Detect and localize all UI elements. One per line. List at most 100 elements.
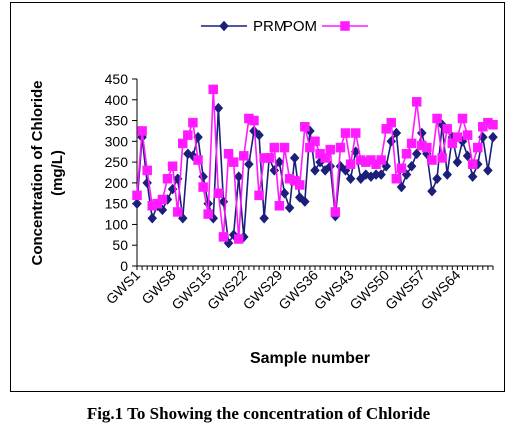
y-tick-label: 400 bbox=[105, 92, 129, 108]
data-point-pom bbox=[391, 173, 402, 184]
data-point-pom bbox=[167, 161, 178, 172]
data-point-pom bbox=[345, 159, 356, 169]
data-point-prm bbox=[147, 212, 158, 224]
data-point-pom bbox=[396, 163, 407, 174]
data-point-prm bbox=[391, 127, 402, 139]
data-point-pom bbox=[437, 153, 447, 163]
y-tick-label: 350 bbox=[105, 113, 129, 129]
x-tick-label: GWS64 bbox=[418, 267, 464, 313]
data-point-pom bbox=[183, 130, 193, 140]
data-point-pom bbox=[401, 149, 412, 159]
data-point-pom bbox=[386, 117, 397, 128]
data-point-pom bbox=[233, 234, 244, 244]
data-point-pom bbox=[178, 138, 188, 149]
data-point-pom bbox=[269, 142, 280, 153]
data-point-prm bbox=[219, 20, 229, 32]
data-point-prm bbox=[452, 156, 463, 168]
data-point-prm bbox=[254, 129, 264, 141]
data-point-prm bbox=[289, 152, 300, 164]
data-point-prm bbox=[310, 165, 320, 176]
legend-label: POM bbox=[283, 18, 317, 35]
data-point-prm bbox=[427, 185, 437, 197]
legend-item-pom: POM bbox=[283, 18, 368, 35]
data-point-pom bbox=[132, 190, 142, 201]
data-point-pom bbox=[137, 126, 147, 136]
data-point-pom bbox=[203, 209, 213, 219]
data-point-pom bbox=[350, 128, 361, 138]
data-point-pom bbox=[198, 182, 208, 192]
figure-caption: Fig.1 To Showing the concentration of Ch… bbox=[86, 404, 431, 423]
y-tick-label: 450 bbox=[105, 71, 129, 87]
data-point-pom bbox=[142, 165, 152, 176]
data-point-pom bbox=[188, 117, 198, 128]
data-point-pom bbox=[208, 84, 219, 95]
data-point-prm bbox=[213, 102, 224, 114]
data-point-pom bbox=[472, 142, 483, 153]
data-point-pom bbox=[320, 153, 330, 163]
data-point-prm bbox=[269, 165, 280, 176]
x-axis-title: Sample number bbox=[250, 350, 370, 367]
data-point-pom bbox=[239, 151, 249, 161]
data-point-pom bbox=[157, 194, 168, 205]
y-tick-label: 150 bbox=[105, 196, 129, 212]
data-point-pom bbox=[254, 190, 264, 201]
data-point-pom bbox=[218, 232, 229, 242]
y-axis-title-line: (mg/L) bbox=[49, 150, 66, 196]
series-layer bbox=[132, 84, 498, 249]
data-point-pom bbox=[213, 188, 224, 199]
data-point-pom bbox=[274, 200, 285, 211]
data-point-pom bbox=[330, 207, 341, 217]
data-point-pom bbox=[422, 142, 432, 153]
data-point-prm bbox=[376, 169, 386, 180]
data-point-pom bbox=[279, 142, 290, 153]
data-point-pom bbox=[294, 180, 305, 190]
data-point-prm bbox=[233, 171, 244, 183]
data-point-prm bbox=[259, 212, 269, 224]
y-tick-label: 0 bbox=[120, 258, 128, 274]
data-point-prm bbox=[345, 173, 356, 185]
y-ticks: 0 50 100 150 200 250 300 350 400 450 bbox=[105, 71, 137, 274]
x-ticks: GWS1GWS8GWS15GWS22GWS29GWS36GWS43GWS50GW… bbox=[103, 266, 494, 313]
data-point-prm bbox=[411, 148, 422, 160]
data-point-pom bbox=[223, 149, 234, 159]
data-point-pom bbox=[452, 132, 463, 142]
data-point-pom bbox=[432, 113, 442, 124]
data-point-pom bbox=[457, 113, 468, 124]
y-axis-title: Concentration of Chloride (mg/L) bbox=[29, 81, 66, 266]
data-point-prm bbox=[279, 187, 290, 199]
y-tick-label: 300 bbox=[105, 133, 129, 149]
data-point-pom bbox=[228, 157, 239, 167]
data-point-pom bbox=[172, 207, 183, 217]
y-tick-label: 50 bbox=[112, 237, 128, 253]
data-point-prm bbox=[467, 171, 478, 183]
legend-item-prm: PRM bbox=[201, 18, 286, 35]
data-point-pom bbox=[325, 144, 336, 155]
data-point-pom bbox=[442, 124, 452, 134]
data-point-prm bbox=[416, 127, 427, 139]
data-point-prm bbox=[132, 198, 142, 210]
data-point-pom bbox=[335, 142, 346, 153]
data-point-prm bbox=[299, 196, 310, 207]
data-point-pom bbox=[462, 130, 473, 140]
data-point-pom bbox=[300, 122, 310, 132]
data-point-pom bbox=[427, 155, 437, 165]
data-point-pom bbox=[310, 136, 320, 147]
data-point-pom bbox=[411, 97, 422, 107]
data-point-prm bbox=[396, 181, 407, 193]
data-point-pom bbox=[406, 138, 417, 149]
data-point-prm bbox=[274, 156, 285, 168]
data-point-prm bbox=[432, 173, 442, 185]
y-tick-label: 100 bbox=[105, 216, 129, 232]
y-axis-title-line: Concentration of Chloride bbox=[29, 81, 46, 266]
data-point-pom bbox=[264, 153, 274, 163]
legend-label: PRM bbox=[253, 18, 286, 35]
series-pom bbox=[132, 84, 498, 244]
data-point-prm bbox=[284, 202, 295, 214]
y-tick-label: 200 bbox=[105, 175, 129, 191]
data-point-pom bbox=[305, 142, 315, 153]
data-point-pom bbox=[381, 124, 391, 134]
data-point-pom bbox=[193, 155, 203, 165]
data-point-prm bbox=[406, 160, 417, 172]
